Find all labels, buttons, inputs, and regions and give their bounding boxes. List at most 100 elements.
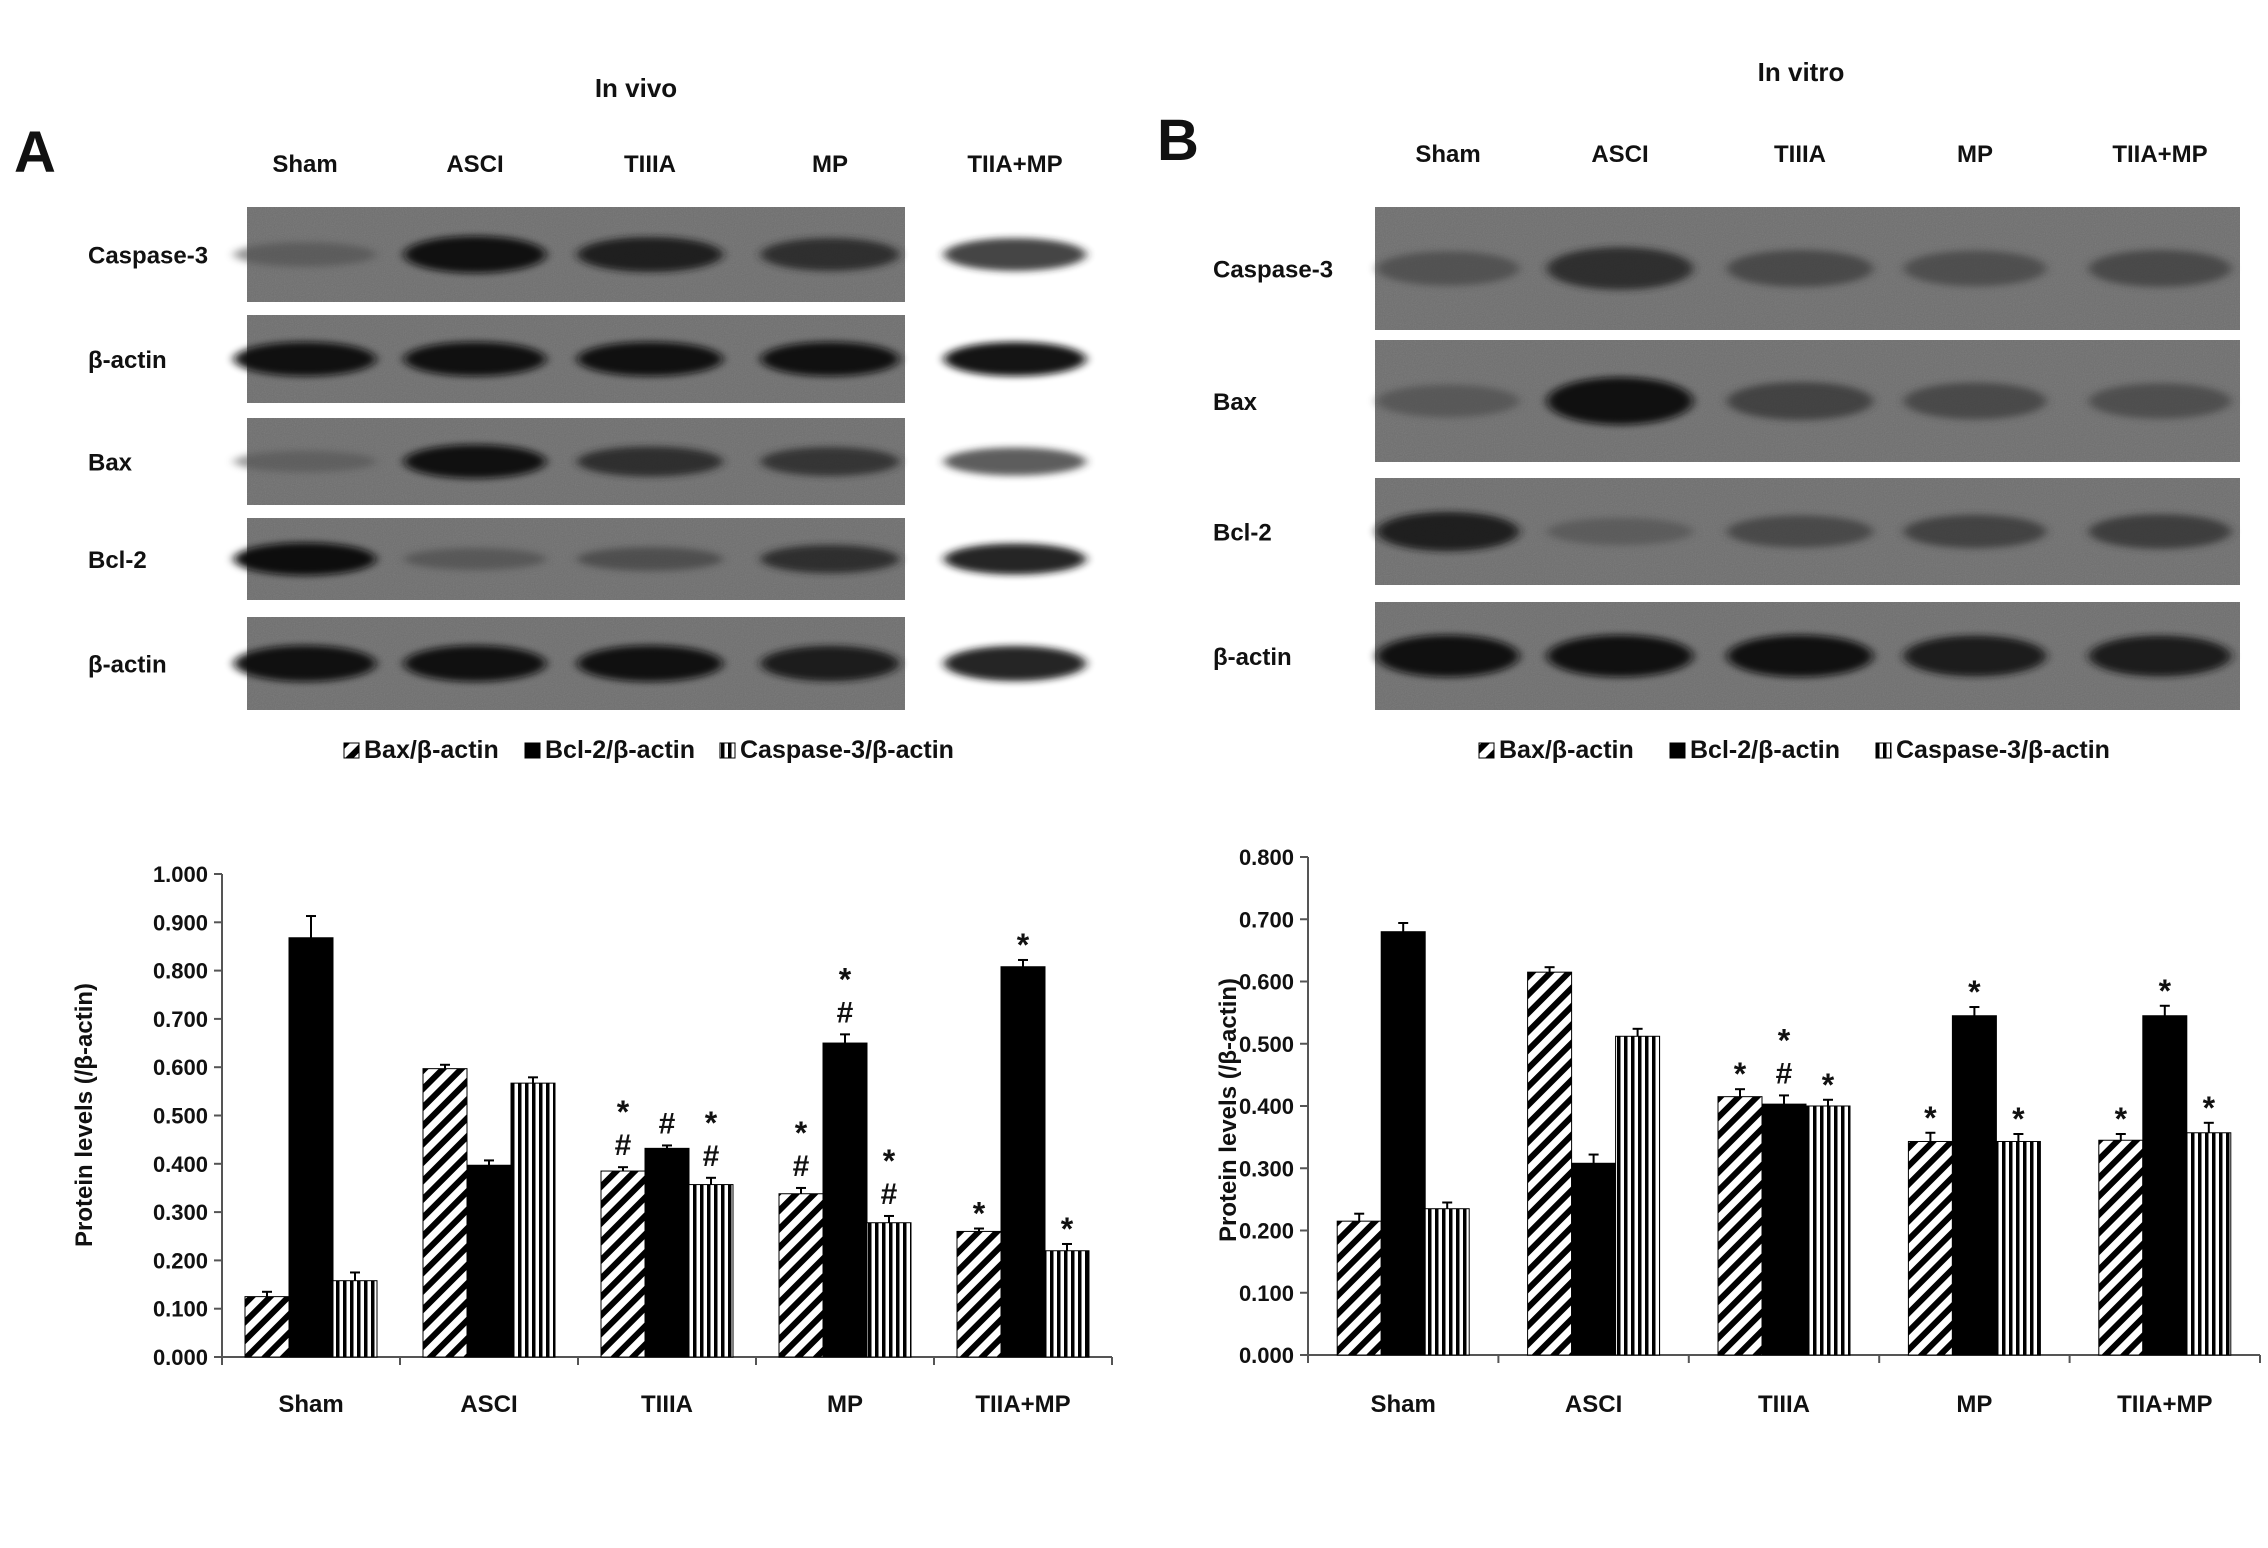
y-tick-label: 0.600 xyxy=(1239,970,1294,995)
y-tick-label: 0.400 xyxy=(153,1152,208,1177)
bar xyxy=(778,1193,824,1358)
blot-band xyxy=(944,238,1086,271)
legend-swatch xyxy=(1478,742,1495,759)
significance-marker: # xyxy=(837,996,854,1029)
y-tick-label: 0.000 xyxy=(1239,1343,1294,1368)
blot-band xyxy=(760,544,900,574)
significance-marker: * xyxy=(1017,927,1030,963)
panel-title: In vitro xyxy=(1758,57,1845,87)
bar xyxy=(956,1230,1002,1358)
x-tick-label: TIIIA xyxy=(641,1391,693,1418)
blot-band xyxy=(1547,247,1693,290)
y-tick-label: 0.700 xyxy=(1239,907,1294,932)
blot-band xyxy=(1547,517,1693,546)
blot-band xyxy=(1727,381,1873,421)
bar xyxy=(1951,1015,1997,1356)
bar xyxy=(244,1296,290,1358)
blot-band xyxy=(577,341,723,377)
lane-label: Sham xyxy=(272,151,337,178)
blot-band xyxy=(404,341,546,377)
blot-band xyxy=(404,444,546,479)
significance-marker: * xyxy=(1924,1100,1937,1136)
y-axis-label: Protein levels (/β-actin) xyxy=(1215,978,1242,1242)
lane-label: TIIIA xyxy=(1774,141,1826,168)
bar xyxy=(1615,1035,1661,1356)
bar xyxy=(1995,1140,2041,1356)
blot-band xyxy=(2088,514,2232,549)
blot-strip xyxy=(1375,602,2240,710)
bar xyxy=(1717,1096,1763,1356)
bar xyxy=(1044,1250,1090,1358)
significance-marker: # xyxy=(703,1140,720,1173)
y-tick-label: 0.300 xyxy=(153,1200,208,1225)
bar xyxy=(2186,1132,2232,1356)
bar xyxy=(866,1222,912,1358)
significance-marker: * xyxy=(2159,973,2172,1009)
y-tick-label: 0.800 xyxy=(1239,845,1294,870)
legend-swatch xyxy=(1875,742,1892,759)
blot-strip xyxy=(234,418,1086,505)
lane-label: MP xyxy=(812,151,848,178)
panel-letter: B xyxy=(1157,108,1199,173)
blot-strip xyxy=(234,518,1086,600)
blot-band xyxy=(1376,634,1520,678)
bar xyxy=(1336,1220,1382,1356)
blot-band xyxy=(1727,515,1873,548)
blot-band xyxy=(577,547,723,571)
x-tick-label: ASCI xyxy=(1565,1391,1622,1418)
blot-band xyxy=(2088,383,2232,419)
legend-label: Bcl-2/β-actin xyxy=(1690,736,1840,764)
blot-band xyxy=(2088,249,2232,288)
lane-label: ASCI xyxy=(446,151,503,178)
y-tick-label: 0.200 xyxy=(1239,1219,1294,1244)
significance-marker: * xyxy=(1734,1056,1747,1092)
y-tick-label: 0.100 xyxy=(1239,1281,1294,1306)
significance-marker: * xyxy=(883,1143,896,1179)
bar xyxy=(644,1147,690,1358)
bar xyxy=(1761,1103,1807,1356)
blot-band xyxy=(760,238,900,271)
legend-label: Bax/β-actin xyxy=(1499,736,1634,764)
significance-marker: * xyxy=(1778,1022,1791,1058)
significance-marker: # xyxy=(793,1150,810,1183)
blot-label: Bax xyxy=(88,450,133,477)
x-tick-label: TIIA+MP xyxy=(2117,1391,2212,1418)
blot-panel-b: In vitro B Sham ASCI TIIIA MP TIIA+MP Caspase-3… xyxy=(1157,57,2240,710)
blot-band xyxy=(577,645,723,682)
significance-marker: # xyxy=(659,1107,676,1140)
legend-swatch xyxy=(343,742,360,759)
significance-marker: # xyxy=(881,1178,898,1211)
bar xyxy=(1805,1105,1851,1356)
blot-label: β-actin xyxy=(88,652,167,679)
blot-band xyxy=(1547,634,1693,678)
blot-strip xyxy=(234,315,1086,403)
blot-label: Bcl-2 xyxy=(88,547,147,574)
significance-marker: * xyxy=(2012,1101,2025,1137)
x-tick-label: Sham xyxy=(1371,1391,1436,1418)
y-tick-label: 0.400 xyxy=(1239,1094,1294,1119)
blot-band xyxy=(760,645,900,682)
y-tick-label: 0.900 xyxy=(153,910,208,935)
blot-band xyxy=(1376,384,1520,418)
blot-band xyxy=(404,236,546,273)
blot-band xyxy=(1903,250,2047,287)
significance-marker: # xyxy=(1776,1057,1793,1090)
bar xyxy=(332,1280,378,1358)
y-tick-label: 0.500 xyxy=(1239,1032,1294,1057)
x-tick-label: MP xyxy=(1956,1391,1992,1418)
significance-marker: * xyxy=(1822,1067,1835,1103)
y-tick-label: 1.000 xyxy=(153,862,208,887)
blot-strip xyxy=(234,617,1086,710)
significance-marker: * xyxy=(617,1094,630,1130)
blot-label: β-actin xyxy=(88,347,167,374)
bar xyxy=(510,1082,556,1358)
blot-band xyxy=(2088,635,2232,677)
x-tick-label: Sham xyxy=(278,1391,343,1418)
bar xyxy=(1380,931,1426,1356)
blot-band xyxy=(760,446,900,477)
bar-chart-b: Bax/β-actin Bcl-2/β-actin Caspase-3/β-acti… xyxy=(1215,736,2261,1418)
bar xyxy=(1000,966,1046,1358)
blot-band xyxy=(1903,635,2047,677)
y-tick-label: 0.700 xyxy=(153,1007,208,1032)
